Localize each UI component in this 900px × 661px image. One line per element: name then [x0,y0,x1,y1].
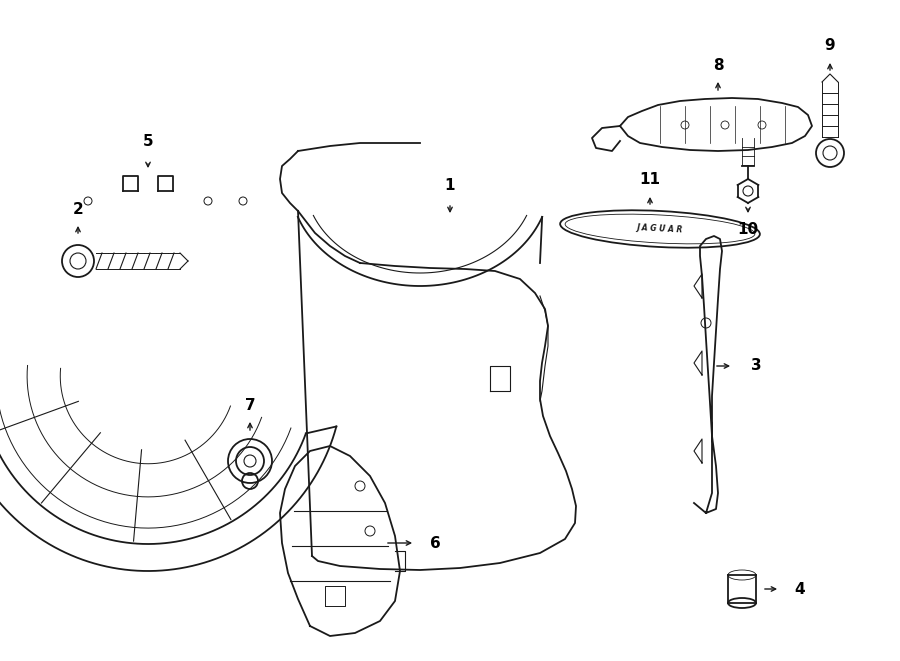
Text: J A G U A R: J A G U A R [636,223,683,235]
Text: 11: 11 [640,171,661,186]
Text: 7: 7 [245,399,256,414]
Text: 3: 3 [751,358,761,373]
Text: 1: 1 [445,178,455,194]
Text: 4: 4 [795,582,806,596]
Text: 6: 6 [429,535,440,551]
Text: 10: 10 [737,221,759,237]
Text: 2: 2 [73,202,84,217]
Text: 8: 8 [713,58,724,73]
Text: 9: 9 [824,38,835,54]
Text: 5: 5 [143,134,153,149]
